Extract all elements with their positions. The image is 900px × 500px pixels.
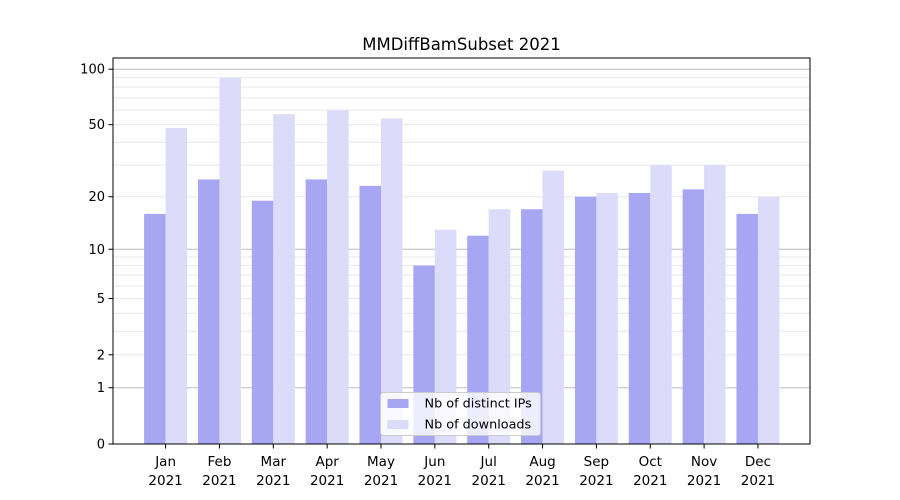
x-tick-label-month-oct: Oct [639, 454, 662, 470]
legend-swatch-nb-of-downloads [387, 420, 409, 429]
bar-nb-of-downloads-dec [757, 196, 780, 444]
y-tick-label-2: 2 [97, 348, 105, 363]
x-tick-label-month-aug: Aug [529, 454, 555, 470]
x-tick-label-year-dec: 2021 [741, 473, 775, 489]
x-tick-label-month-jan: Jan [154, 454, 176, 470]
x-tick-label-year-mar: 2021 [256, 473, 290, 489]
x-tick-label-month-nov: Nov [691, 454, 717, 470]
bar-nb-of-distinct-ips-sep [574, 196, 597, 444]
x-tick-label-year-jul: 2021 [472, 473, 506, 489]
bar-nb-of-distinct-ips-jan [144, 213, 166, 444]
bar-nb-of-downloads-mar [273, 114, 295, 445]
bar-nb-of-distinct-ips-dec [736, 213, 758, 444]
x-tick-label-month-sep: Sep [584, 454, 609, 470]
bar-nb-of-downloads-jun [434, 229, 457, 444]
bar-nb-of-distinct-ips-mar [251, 200, 274, 444]
bar-nb-of-distinct-ips-feb [197, 179, 220, 445]
bar-nb-of-distinct-ips-nov [682, 189, 705, 444]
x-tick-label-year-apr: 2021 [310, 473, 344, 489]
y-tick-label-1: 1 [97, 381, 105, 396]
y-tick-label-100: 100 [80, 63, 105, 78]
x-tick-label-year-jun: 2021 [418, 473, 452, 489]
bar-nb-of-downloads-nov [704, 165, 726, 444]
plot-frame [112, 57, 811, 445]
x-tick-label-month-apr: Apr [315, 454, 339, 470]
y-tick-label-5: 5 [97, 292, 105, 307]
x-tick-label-month-mar: Mar [261, 454, 287, 470]
bar-nb-of-downloads-jan [165, 127, 188, 444]
x-tick-label-month-jul: Jul [480, 454, 497, 470]
x-tick-label-year-feb: 2021 [202, 473, 236, 489]
y-tick-label-10: 10 [88, 243, 105, 258]
bar-nb-of-distinct-ips-oct [628, 192, 651, 444]
bar-nb-of-downloads-jul [488, 209, 511, 444]
bar-nb-of-distinct-ips-may [359, 185, 381, 444]
y-tick-label-20: 20 [88, 190, 105, 205]
bar-nb-of-downloads-may [381, 118, 403, 444]
chart-title: MMDiffBamSubset 2021 [362, 35, 561, 54]
bar-nb-of-downloads-apr [327, 110, 349, 445]
x-tick-label-year-jan: 2021 [148, 473, 182, 489]
bar-nb-of-downloads-aug [542, 170, 565, 445]
bar-nb-of-downloads-sep [596, 192, 618, 444]
x-tick-label-month-feb: Feb [207, 454, 231, 470]
legend [380, 392, 541, 436]
x-tick-label-year-may: 2021 [364, 473, 398, 489]
legend-label-nb-of-distinct-ips: Nb of distinct IPs [425, 397, 533, 412]
x-tick-label-year-nov: 2021 [687, 473, 721, 489]
bar-nb-of-downloads-feb [219, 77, 241, 445]
bar-nb-of-downloads-oct [650, 165, 672, 444]
x-tick-label-year-oct: 2021 [633, 473, 667, 489]
x-tick-label-year-sep: 2021 [579, 473, 613, 489]
legend-swatch-nb-of-distinct-ips [387, 399, 409, 408]
x-tick-label-year-aug: 2021 [525, 473, 559, 489]
legend-label-nb-of-downloads: Nb of downloads [425, 418, 532, 433]
x-tick-label-month-may: May [367, 454, 395, 470]
x-tick-label-month-dec: Dec [745, 454, 771, 470]
y-tick-label-50: 50 [88, 118, 105, 133]
x-tick-label-month-jun: Jun [423, 454, 445, 470]
y-tick-label-0: 0 [97, 438, 105, 453]
bar-nb-of-distinct-ips-apr [305, 179, 328, 445]
bar-nb-of-distinct-ips-jul [467, 235, 489, 444]
bar-nb-of-distinct-ips-aug [521, 209, 543, 444]
